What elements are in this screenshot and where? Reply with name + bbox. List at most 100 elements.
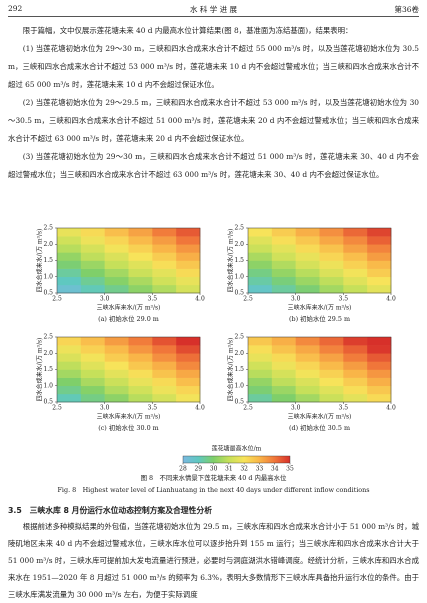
- heatmap-cell: [128, 393, 153, 403]
- y-axis-label: 四水合成来水/(万 m³/s): [36, 338, 44, 402]
- figure: 图 8 不同来水情景下莲花塘未来 40 d 内最高水位 Fig. 8 Highe…: [36, 225, 396, 495]
- heatmap-cell: [248, 268, 273, 278]
- y-tick-label: 1.0: [234, 382, 244, 389]
- y-tick-label: 1.0: [43, 382, 53, 389]
- x-axis-label: 三峡水库来水/(万 m³/s): [288, 304, 352, 312]
- heatmap-cell: [57, 236, 82, 245]
- heatmap-cell: [152, 284, 177, 294]
- heatmap-cell: [367, 345, 392, 354]
- heatmap-cell: [128, 276, 153, 286]
- paragraph: (1) 当莲花塘初始水位为 29～30 m，三峡和四水合成来水合计不超过 55 …: [8, 44, 419, 89]
- colorbar-tick-label: 30: [210, 466, 218, 473]
- x-tick-label: 3.0: [291, 296, 301, 303]
- heatmap-cell: [80, 284, 105, 294]
- y-tick-label: 0.5: [43, 399, 53, 406]
- heatmap-cell: [104, 377, 129, 387]
- panel-caption: (c) 初始水位 30.0 m: [98, 423, 159, 432]
- y-axis-label: 四水合成来水/(万 m³/s): [227, 229, 235, 293]
- y-tick-label: 0.5: [234, 399, 244, 406]
- heatmap-cell: [271, 228, 296, 237]
- x-tick-label: 3.5: [339, 405, 349, 412]
- heatmap-cell: [367, 244, 392, 253]
- heatmap-cell: [295, 353, 320, 362]
- heatmap-cell: [343, 337, 368, 346]
- heatmap-cell: [295, 393, 320, 403]
- heatmap-cell: [248, 236, 273, 245]
- heatmap-cell: [80, 276, 105, 286]
- heatmap-cell: [295, 377, 320, 387]
- x-tick-label: 3.0: [100, 296, 110, 303]
- heatmap-cell: [80, 385, 105, 395]
- x-tick-label: 4.0: [195, 405, 205, 412]
- heatmap-cell: [343, 244, 368, 253]
- paragraph: 限于篇幅，文中仅展示莲花塘未来 40 d 内最高水位计算结果(图 8，基准面为冻…: [22, 26, 353, 35]
- heatmap-cell: [176, 276, 201, 286]
- figure-caption-en: Fig. 8 Highest water level of Lianhuatan…: [58, 486, 370, 494]
- journal-name: 水 科 学 进 展: [189, 5, 238, 14]
- heatmap-cell: [57, 252, 82, 261]
- section-text: 根据前述多种模拟结果的外包值，当莲花塘初始水位为 29.5 m，三峡水库和四水合…: [8, 518, 419, 603]
- heatmap-cell: [104, 284, 129, 294]
- heatmap-cell: [271, 385, 296, 395]
- heatmap-cell: [343, 236, 368, 245]
- y-tick-label: 2.0: [43, 241, 53, 248]
- heatmap-cell: [104, 385, 129, 395]
- heatmap-cell: [80, 353, 105, 362]
- heatmap-cell: [128, 284, 153, 294]
- header-rule: [8, 16, 419, 17]
- heatmap-cell: [367, 353, 392, 362]
- heatmap-cell: [104, 345, 129, 354]
- y-tick-label: 1.5: [43, 257, 53, 264]
- heatmap-cell: [104, 260, 129, 269]
- heatmap-cell: [319, 393, 344, 403]
- heatmap-cell: [295, 236, 320, 245]
- x-tick-label: 2.5: [52, 405, 62, 412]
- colorbar-tick-label: 32: [240, 466, 248, 473]
- y-tick-label: 2.5: [234, 225, 244, 232]
- heatmap-cell: [152, 369, 177, 378]
- panel-caption: (a) 初始水位 29.0 m: [98, 314, 159, 323]
- heatmap-cell: [176, 385, 201, 395]
- heatmap-cell: [104, 276, 129, 286]
- heatmap-cell: [57, 369, 82, 378]
- heatmap-cell: [248, 393, 273, 403]
- heatmap-cell: [152, 337, 177, 346]
- y-axis-label: 四水合成来水/(万 m³/s): [227, 338, 235, 402]
- heatmap-cell: [248, 228, 273, 237]
- heatmap-cell: [57, 244, 82, 253]
- heatmap-cell: [152, 244, 177, 253]
- heatmap-cell: [80, 268, 105, 278]
- heatmap-cell: [80, 377, 105, 387]
- y-tick-label: 2.5: [43, 225, 53, 232]
- heatmap-cell: [104, 268, 129, 278]
- x-tick-label: 2.5: [52, 296, 62, 303]
- heatmap-cell: [343, 268, 368, 278]
- heatmap-cell: [104, 236, 129, 245]
- heatmap-cell: [319, 236, 344, 245]
- heatmap-cell: [319, 252, 344, 261]
- heatmap-cell: [176, 284, 201, 294]
- heatmap-cell: [367, 260, 392, 269]
- heatmap-cell: [295, 244, 320, 253]
- heatmap-cell: [271, 353, 296, 362]
- colorbar-tick-label: 28: [179, 466, 187, 473]
- heatmap-cell: [128, 244, 153, 253]
- y-tick-label: 2.0: [43, 350, 53, 357]
- heatmap-cell: [248, 345, 273, 354]
- heatmap-cell: [104, 337, 129, 346]
- heatmap-cell: [319, 228, 344, 237]
- x-tick-label: 3.0: [100, 405, 110, 412]
- heatmap-cell: [80, 361, 105, 370]
- heatmap-cell: [57, 377, 82, 387]
- y-tick-label: 0.5: [234, 290, 244, 297]
- heatmap-cell: [343, 369, 368, 378]
- y-tick-label: 2.5: [234, 334, 244, 341]
- heatmap-cell: [295, 361, 320, 370]
- heatmap-cell: [319, 369, 344, 378]
- heatmap-cell: [248, 252, 273, 261]
- heatmap-cell: [319, 337, 344, 346]
- x-tick-label: 3.5: [148, 296, 158, 303]
- heatmap-cell: [367, 228, 392, 237]
- y-axis-label: 四水合成来水/(万 m³/s): [36, 229, 44, 293]
- colorbar-tick-label: 33: [256, 466, 264, 473]
